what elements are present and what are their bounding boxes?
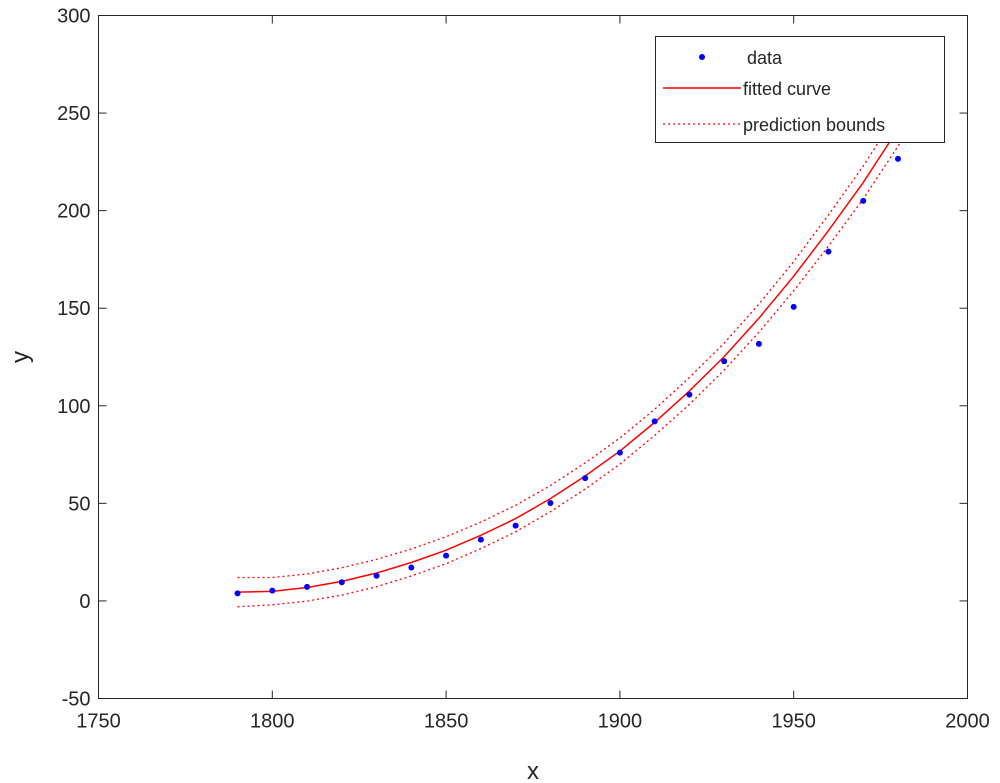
legend-label-data: data bbox=[747, 48, 783, 68]
x-axis-label: x bbox=[527, 758, 539, 783]
data-point bbox=[234, 590, 241, 597]
data-point bbox=[582, 475, 589, 482]
y-tick-label: 50 bbox=[68, 493, 90, 515]
x-tick-label: 2000 bbox=[945, 711, 990, 733]
y-tick-label: 0 bbox=[79, 591, 90, 613]
plot-area-frame bbox=[98, 15, 968, 699]
legend-data-marker bbox=[699, 54, 705, 60]
plot-content bbox=[234, 82, 916, 608]
data-point bbox=[825, 248, 832, 255]
legend-label-fitted-curve: fitted curve bbox=[743, 79, 831, 99]
data-point bbox=[547, 499, 554, 506]
y-tick-label: -50 bbox=[62, 689, 91, 711]
legend-box bbox=[655, 36, 945, 143]
plot-series bbox=[234, 82, 916, 608]
x-tick-label: 1850 bbox=[424, 711, 469, 733]
x-tick-label: 1950 bbox=[771, 711, 816, 733]
y-tick-label: 250 bbox=[57, 103, 90, 125]
x-axis-ticks: 1750 1800 1850 1900 1950 2000 bbox=[76, 15, 990, 733]
data-point bbox=[443, 552, 450, 559]
data-point bbox=[408, 564, 415, 571]
data-point bbox=[686, 391, 693, 398]
y-tick-label: 150 bbox=[57, 298, 90, 320]
data-point bbox=[338, 579, 345, 586]
data-point bbox=[373, 572, 380, 579]
y-tick-label: 200 bbox=[57, 201, 90, 223]
data-point bbox=[860, 197, 867, 204]
y-axis-ticks: -50 0 50 100 150 200 250 300 bbox=[57, 6, 968, 711]
x-tick-label: 1800 bbox=[250, 711, 295, 733]
y-tick-label: 300 bbox=[57, 6, 90, 28]
data-point bbox=[790, 303, 797, 310]
data-point bbox=[755, 340, 762, 347]
data-point bbox=[477, 536, 484, 543]
y-tick-label: 100 bbox=[57, 396, 90, 418]
prediction-bound-line-3 bbox=[237, 117, 916, 608]
data-point bbox=[616, 449, 623, 456]
x-tick-label: 1900 bbox=[598, 711, 643, 733]
legend: data fitted curve prediction bounds bbox=[655, 36, 945, 143]
data-point bbox=[721, 358, 728, 365]
x-tick-label: 1750 bbox=[76, 711, 121, 733]
legend-label-prediction-bounds: prediction bounds bbox=[743, 115, 885, 135]
prediction-bound-line-2 bbox=[237, 82, 916, 579]
data-point bbox=[304, 583, 311, 590]
data-point bbox=[894, 155, 901, 162]
data-point bbox=[269, 587, 276, 594]
data-point bbox=[512, 522, 519, 529]
data-point bbox=[651, 418, 658, 425]
fitted-curve-line bbox=[237, 100, 916, 593]
y-axis-label: y bbox=[7, 351, 34, 363]
